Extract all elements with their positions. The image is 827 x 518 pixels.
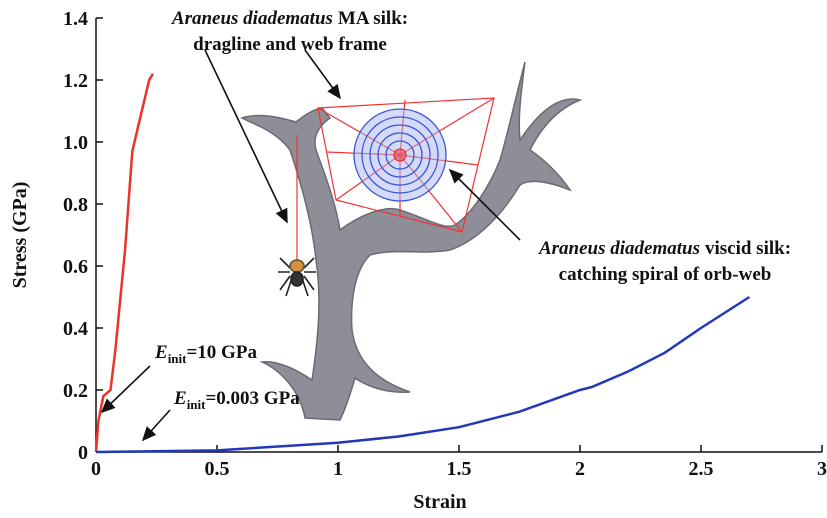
x-tick-label: 2 — [575, 458, 585, 480]
symbol: E — [173, 388, 187, 409]
y-tick-label: 1.0 — [63, 132, 88, 154]
annotation: catching spiral of orb-web — [559, 264, 772, 285]
y-axis-label: Stress (GPa) — [9, 182, 31, 289]
x-tick-label: 1 — [333, 458, 343, 480]
x-tick-label: 2.5 — [689, 458, 714, 480]
chart: Strain Stress (GPa) 0 0.2 0.4 0.6 0.8 1.0 1.2 1… — [0, 0, 827, 518]
x-tick-label: 1.5 — [447, 458, 472, 480]
line — [96, 74, 153, 452]
annotation: Einit=10 GPa — [154, 342, 257, 366]
annotation: dragline and web frame — [193, 34, 387, 55]
spiral — [354, 109, 446, 201]
y-tick-label: 0.8 — [63, 194, 88, 216]
y-tick-label: 1.4 — [63, 8, 88, 30]
subscript: init — [168, 351, 187, 366]
y-tick-label: 0.2 — [63, 380, 88, 402]
y-tick-label: 1.2 — [63, 70, 88, 92]
silk-type: viscid silk: — [705, 238, 791, 259]
line — [96, 297, 749, 452]
species: Araneus diadematus — [171, 8, 333, 29]
illustration — [242, 62, 580, 420]
subscript: init — [187, 397, 206, 412]
annotation-text: =10 GPa — [186, 342, 257, 363]
y-tick-label: 0.6 — [63, 256, 88, 278]
species: Araneus diadematus — [538, 238, 700, 259]
x-axis-label: Strain — [413, 491, 466, 513]
annotation-text: =0.003 GPa — [205, 388, 300, 409]
spider — [278, 258, 316, 296]
annotation: Einit=0.003 GPa — [173, 388, 300, 412]
x-tick-label: 0 — [91, 458, 101, 480]
x-tick-label: 3 — [817, 458, 827, 480]
y-tick-label: 0 — [78, 442, 88, 464]
x-tick-label: 0.5 — [205, 458, 230, 480]
symbol: E — [154, 342, 168, 363]
y-tick-label: 0.4 — [63, 318, 88, 340]
silk-type: MA silk: — [338, 8, 408, 29]
